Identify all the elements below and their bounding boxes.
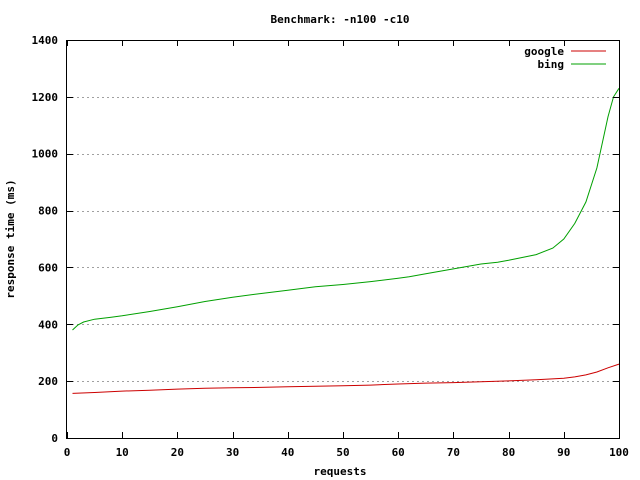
x-axis-label: requests: [314, 465, 367, 478]
series-line-google: [72, 363, 620, 394]
y-axis-label: response time (ms): [4, 179, 17, 298]
x-tick-label: 80: [502, 446, 515, 459]
x-tick-label: 10: [116, 446, 129, 459]
tick-labels: 0 200 400 600 800 1000 1200 1400 0 10 20 30 40 50 60 70…: [32, 34, 629, 459]
y-tick-label: 1000: [32, 148, 59, 161]
x-tick-label: 30: [226, 446, 239, 459]
y-tick-label: 400: [38, 318, 58, 331]
x-tick-label: 50: [336, 446, 349, 459]
chart-title: Benchmark: -n100 -c10: [270, 13, 409, 26]
x-tick-label: 100: [609, 446, 629, 459]
ticks: [67, 40, 620, 439]
y-tick-label: 1400: [32, 34, 59, 47]
y-tick-label: 0: [51, 432, 58, 445]
series-lines: [72, 88, 620, 394]
plot-frame: [66, 40, 620, 439]
x-tick-label: 40: [281, 446, 294, 459]
legend-label-google: google: [524, 45, 564, 58]
y-tick-label: 200: [38, 375, 58, 388]
x-tick-label: 90: [557, 446, 570, 459]
series-line-bing: [72, 88, 620, 331]
legend-label-bing: bing: [538, 58, 565, 71]
x-tick-label: 0: [64, 446, 71, 459]
gridlines: [67, 97, 619, 382]
x-tick-label: 70: [447, 446, 460, 459]
y-tick-label: 600: [38, 261, 58, 274]
x-tick-label: 60: [392, 446, 405, 459]
y-tick-label: 1200: [32, 91, 59, 104]
x-tick-label: 20: [171, 446, 184, 459]
y-tick-label: 800: [38, 205, 58, 218]
